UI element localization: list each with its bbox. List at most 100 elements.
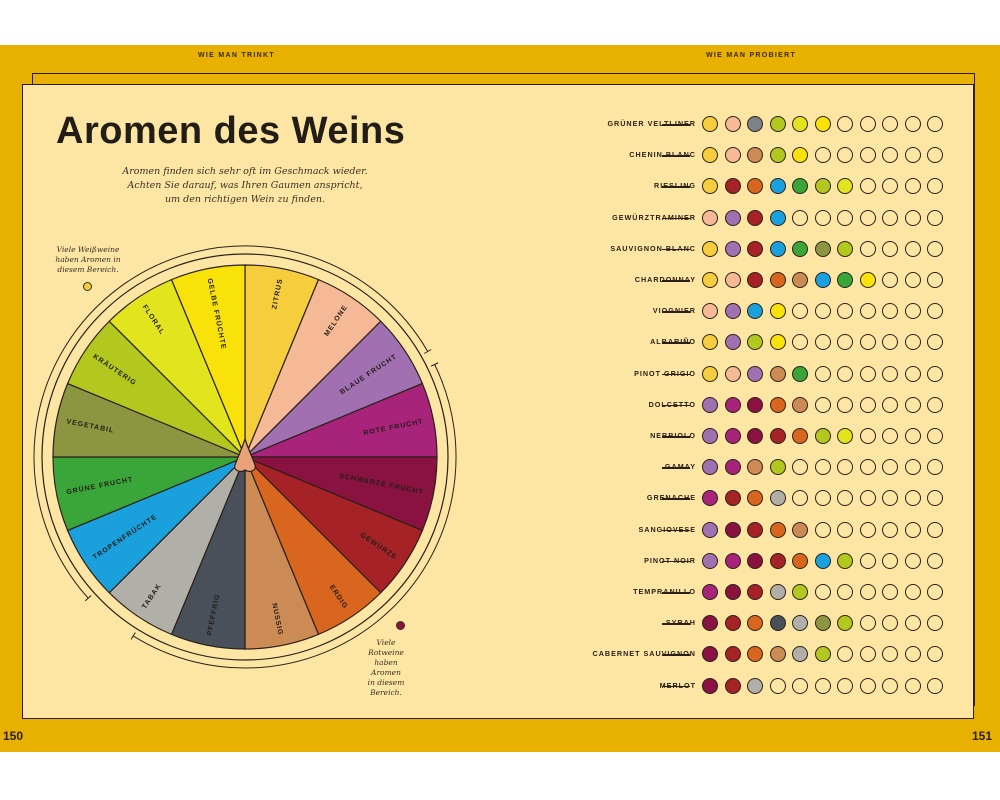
aroma-dot-empty [814,490,831,507]
aroma-dot-filled [814,272,831,288]
aroma-dot-filled [724,396,741,413]
aroma-dot-empty [859,303,876,320]
aroma-dot-filled [702,521,718,538]
aroma-dot-filled [792,521,808,538]
wine-connector-line [662,155,690,157]
aroma-dot-filled [747,272,763,288]
wine-row: GAMAY [540,456,960,476]
wine-connector-line [662,654,690,656]
aroma-dot-filled [769,147,786,164]
aroma-dot-empty [814,365,831,382]
aroma-dot-empty [904,552,921,569]
aroma-dot-empty [927,428,943,444]
wine-connector-line [662,685,690,688]
note-line: Viele Weißweine [56,245,120,254]
aroma-dot-empty [814,677,831,694]
wine-row: RIESLING [540,175,960,195]
aroma-dot-empty [814,584,831,600]
aroma-dot-empty [927,209,943,226]
aroma-dot-filled [724,646,741,663]
aroma-dot-empty [927,272,943,288]
aroma-dot-empty [927,646,943,663]
aroma-dot-filled [859,272,876,288]
aroma-dot-filled [724,490,741,507]
wine-connector-line [662,280,690,282]
aroma-dot-empty [927,116,943,132]
aroma-dot-empty [859,209,876,226]
aroma-dot-empty [904,147,921,164]
aroma-dot-empty [927,552,943,569]
aroma-dot-empty [882,272,898,288]
aroma-dot-empty [904,490,921,507]
aroma-dot-empty [882,677,898,694]
aroma-dot-filled [747,178,763,195]
aroma-dot-filled [724,521,741,538]
aroma-dot-empty [904,178,921,195]
aroma-dot-filled [837,428,853,444]
aroma-dot-empty [859,521,876,538]
aroma-dot-filled [747,365,763,382]
aroma-dot-filled [702,365,718,382]
aroma-dot-empty [927,178,943,195]
aroma-dot-filled [792,646,808,663]
wine-row: GRÜNER VELTLINER [540,113,960,133]
page-number-right: 151 [972,729,993,743]
aroma-dot-empty [837,459,853,476]
white-wine-note: Viele Weißweine haben Aromen in diesem B… [48,245,128,275]
wine-name: GRÜNER VELTLINER [607,119,696,128]
page-number-left: 150 [3,729,24,743]
aroma-dot-filled [814,646,831,663]
aroma-dot-empty [882,615,898,632]
wine-row: SANGIOVESE [540,519,960,539]
aroma-dot-empty [882,240,898,257]
aroma-dot-filled [702,646,718,663]
aroma-dot-empty [837,303,853,320]
aroma-dot-empty [859,646,876,663]
aroma-dot-filled [792,365,808,382]
aroma-dot-empty [814,209,831,226]
aroma-dot-filled [747,552,763,569]
aroma-dot-filled [747,490,763,507]
aroma-dot-filled [769,646,786,663]
aroma-dot-filled [724,615,741,632]
aroma-dot-filled [724,334,741,351]
aroma-dot-filled [702,240,718,257]
aroma-dot-filled [702,677,718,694]
aroma-dot-filled [702,584,718,600]
aroma-dot-empty [904,584,921,600]
aroma-dot-empty [792,334,808,351]
wine-name: SAUVIGNON BLANC [610,243,696,253]
wine-row: PINOT GRIGIO [540,363,960,383]
wine-row: SAUVIGNON BLANC [540,238,960,258]
wine-row: GRENACHE [540,487,960,507]
aroma-dot-empty [927,303,943,320]
aroma-dot-empty [882,178,898,195]
wine-name: TEMPRANILLO [633,587,696,596]
aroma-dot-filled [814,240,831,257]
red-wine-range-bracket [132,364,457,669]
aroma-dot-empty [904,272,921,288]
wine-name: CABERNET SAUVIGNON [592,649,696,659]
aroma-dot-empty [859,240,876,257]
aroma-dot-empty [927,147,943,164]
wine-row: GEWÜRZTRAMINER [540,207,960,227]
aroma-dot-filled [792,147,808,164]
wine-name: PINOT GRIGIO [634,368,695,378]
aroma-dot-filled [702,459,718,476]
aroma-dot-empty [927,521,943,538]
aroma-dot-empty [904,428,921,444]
wheel-outer-ring [41,253,449,661]
aroma-dot-empty [792,209,808,226]
aroma-dot-empty [859,334,876,351]
wine-connector-line [662,592,690,594]
wine-row: PINOT NOIR [540,550,960,570]
aroma-dot-empty [837,209,853,226]
wine-connector-line [662,623,690,625]
aroma-dot-empty [837,334,853,351]
aroma-dot-empty [882,334,898,351]
running-header-left: WIE MAN TRINKT [198,52,275,59]
aroma-dot-empty [904,365,921,382]
wine-connector-line [662,248,690,251]
aroma-dot-filled [747,147,763,164]
wine-row: VIOGNIER [540,300,960,320]
